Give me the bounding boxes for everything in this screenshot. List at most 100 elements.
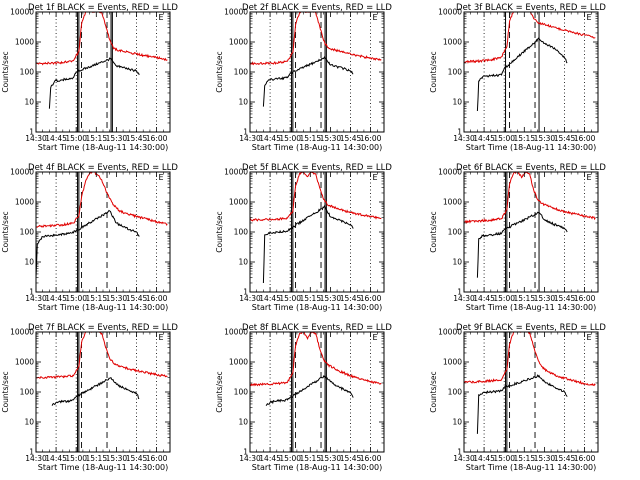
series-line-events bbox=[476, 211, 568, 278]
x-tick-label: 15:30 bbox=[534, 294, 556, 303]
y-tick-label: 1 bbox=[29, 128, 34, 137]
x-tick-label: 15:30 bbox=[534, 134, 556, 143]
y-tick-label: 10000 bbox=[10, 8, 34, 17]
x-tick-label: 16:00 bbox=[574, 134, 596, 143]
x-tick-label: 15:15 bbox=[85, 454, 107, 463]
x-tick-label: 14:45 bbox=[45, 134, 67, 143]
panel-title: Det 5f BLACK = Events, RED = LLD bbox=[242, 163, 392, 173]
y-tick-label: 10000 bbox=[224, 168, 248, 177]
x-tick-label: 15:00 bbox=[279, 454, 301, 463]
x-axis-label: Start Time (18-Aug-11 14:30:00) bbox=[466, 303, 597, 312]
y-tick-label: 100 bbox=[448, 68, 463, 77]
panel-4: 1 10 100 1000 10000 14:3014:4515:0015:1515:30… bbox=[1, 163, 178, 312]
panel-title: Det 7f BLACK = Events, RED = LLD bbox=[28, 323, 178, 333]
y-tick-label: 1 bbox=[29, 448, 34, 457]
y-tick-label: 1000 bbox=[15, 38, 34, 47]
panel-title: Det 1f BLACK = Events, RED = LLD bbox=[28, 3, 178, 13]
panel-marker-label: E bbox=[372, 333, 377, 342]
series-line-lld bbox=[464, 12, 596, 64]
x-tick-label: 14:30 bbox=[25, 134, 47, 143]
x-tick-label: 15:45 bbox=[554, 294, 576, 303]
x-tick-label: 15:45 bbox=[340, 454, 362, 463]
panel-title: Det 4f BLACK = Events, RED = LLD bbox=[28, 163, 178, 173]
y-tick-label: 10 bbox=[238, 258, 248, 267]
y-tick-label: 1 bbox=[243, 288, 248, 297]
y-tick-label: 100 bbox=[20, 228, 35, 237]
x-tick-label: 15:45 bbox=[126, 454, 148, 463]
y-tick-label: 10000 bbox=[438, 8, 462, 17]
x-tick-label: 15:15 bbox=[85, 134, 107, 143]
x-tick-label: 14:45 bbox=[473, 294, 495, 303]
panel-marker-label: E bbox=[158, 333, 163, 342]
y-axis-label: Counts/sec bbox=[1, 51, 10, 92]
plot-area bbox=[36, 172, 168, 292]
x-tick-label: 15:30 bbox=[320, 134, 342, 143]
panel-marker-label: E bbox=[586, 13, 591, 22]
x-tick-label: 14:30 bbox=[25, 454, 47, 463]
x-tick-label: 15:15 bbox=[85, 294, 107, 303]
x-tick-label: 15:30 bbox=[320, 294, 342, 303]
plot-area bbox=[464, 12, 596, 132]
plot-area bbox=[250, 332, 382, 452]
y-axis-label: Counts/sec bbox=[215, 211, 224, 252]
y-tick-label: 10 bbox=[24, 418, 34, 427]
panel-title: Det 9f BLACK = Events, RED = LLD bbox=[456, 323, 606, 333]
y-tick-label: 100 bbox=[20, 68, 35, 77]
plot-area bbox=[250, 172, 382, 292]
x-tick-label: 16:00 bbox=[146, 294, 168, 303]
x-tick-label: 14:30 bbox=[453, 454, 475, 463]
x-tick-label: 15:30 bbox=[320, 454, 342, 463]
y-axis-label: Counts/sec bbox=[429, 371, 438, 412]
series-line-events bbox=[36, 209, 140, 278]
x-tick-label: 14:30 bbox=[239, 134, 261, 143]
x-tick-label: 15:30 bbox=[106, 454, 128, 463]
y-tick-label: 10 bbox=[238, 98, 248, 107]
series-line-events bbox=[476, 37, 568, 112]
y-tick-label: 10 bbox=[452, 418, 462, 427]
y-tick-label: 100 bbox=[234, 388, 249, 397]
y-tick-label: 10000 bbox=[224, 8, 248, 17]
y-tick-label: 10000 bbox=[438, 168, 462, 177]
y-tick-label: 1 bbox=[457, 448, 462, 457]
panel-marker-label: E bbox=[372, 13, 377, 22]
x-axis-label: Start Time (18-Aug-11 14:30:00) bbox=[38, 303, 169, 312]
panel-title: Det 3f BLACK = Events, RED = LLD bbox=[456, 3, 606, 13]
x-tick-label: 15:15 bbox=[513, 454, 535, 463]
panel-9: 1 10 100 1000 10000 14:3014:4515:0015:1515:30… bbox=[429, 323, 606, 472]
x-axis-label: Start Time (18-Aug-11 14:30:00) bbox=[252, 303, 383, 312]
y-axis-label: Counts/sec bbox=[429, 211, 438, 252]
y-tick-label: 1000 bbox=[229, 38, 248, 47]
series-line-lld bbox=[36, 12, 168, 66]
y-axis-label: Counts/sec bbox=[215, 51, 224, 92]
panel-2: 1 10 100 1000 10000 14:3014:4515:0015:1515:30… bbox=[215, 3, 392, 152]
panel-title: Det 8f BLACK = Events, RED = LLD bbox=[242, 323, 392, 333]
y-tick-label: 10000 bbox=[438, 328, 462, 337]
x-tick-label: 15:00 bbox=[279, 134, 301, 143]
x-tick-label: 15:00 bbox=[279, 294, 301, 303]
series-line-lld bbox=[464, 332, 596, 387]
x-tick-label: 15:00 bbox=[65, 454, 87, 463]
y-tick-label: 10 bbox=[238, 418, 248, 427]
y-tick-label: 10 bbox=[452, 98, 462, 107]
plot-area bbox=[36, 12, 168, 132]
series-line-lld bbox=[36, 332, 168, 380]
x-tick-label: 14:45 bbox=[45, 454, 67, 463]
series-line-events bbox=[476, 374, 568, 434]
x-tick-label: 15:45 bbox=[554, 454, 576, 463]
y-tick-label: 1 bbox=[243, 128, 248, 137]
y-tick-label: 100 bbox=[448, 388, 463, 397]
x-tick-label: 14:30 bbox=[239, 454, 261, 463]
panel-title: Det 6f BLACK = Events, RED = LLD bbox=[456, 163, 606, 173]
y-axis-label: Counts/sec bbox=[1, 371, 10, 412]
series-line-lld bbox=[36, 172, 168, 228]
panel-marker-label: E bbox=[158, 173, 163, 182]
x-axis-label: Start Time (18-Aug-11 14:30:00) bbox=[252, 463, 383, 472]
plot-area bbox=[464, 172, 596, 292]
x-tick-label: 15:00 bbox=[493, 294, 515, 303]
panel-marker-label: E bbox=[372, 173, 377, 182]
x-tick-label: 16:00 bbox=[360, 454, 382, 463]
x-axis-label: Start Time (18-Aug-11 14:30:00) bbox=[38, 463, 169, 472]
x-tick-label: 15:15 bbox=[299, 134, 321, 143]
x-tick-label: 16:00 bbox=[574, 454, 596, 463]
